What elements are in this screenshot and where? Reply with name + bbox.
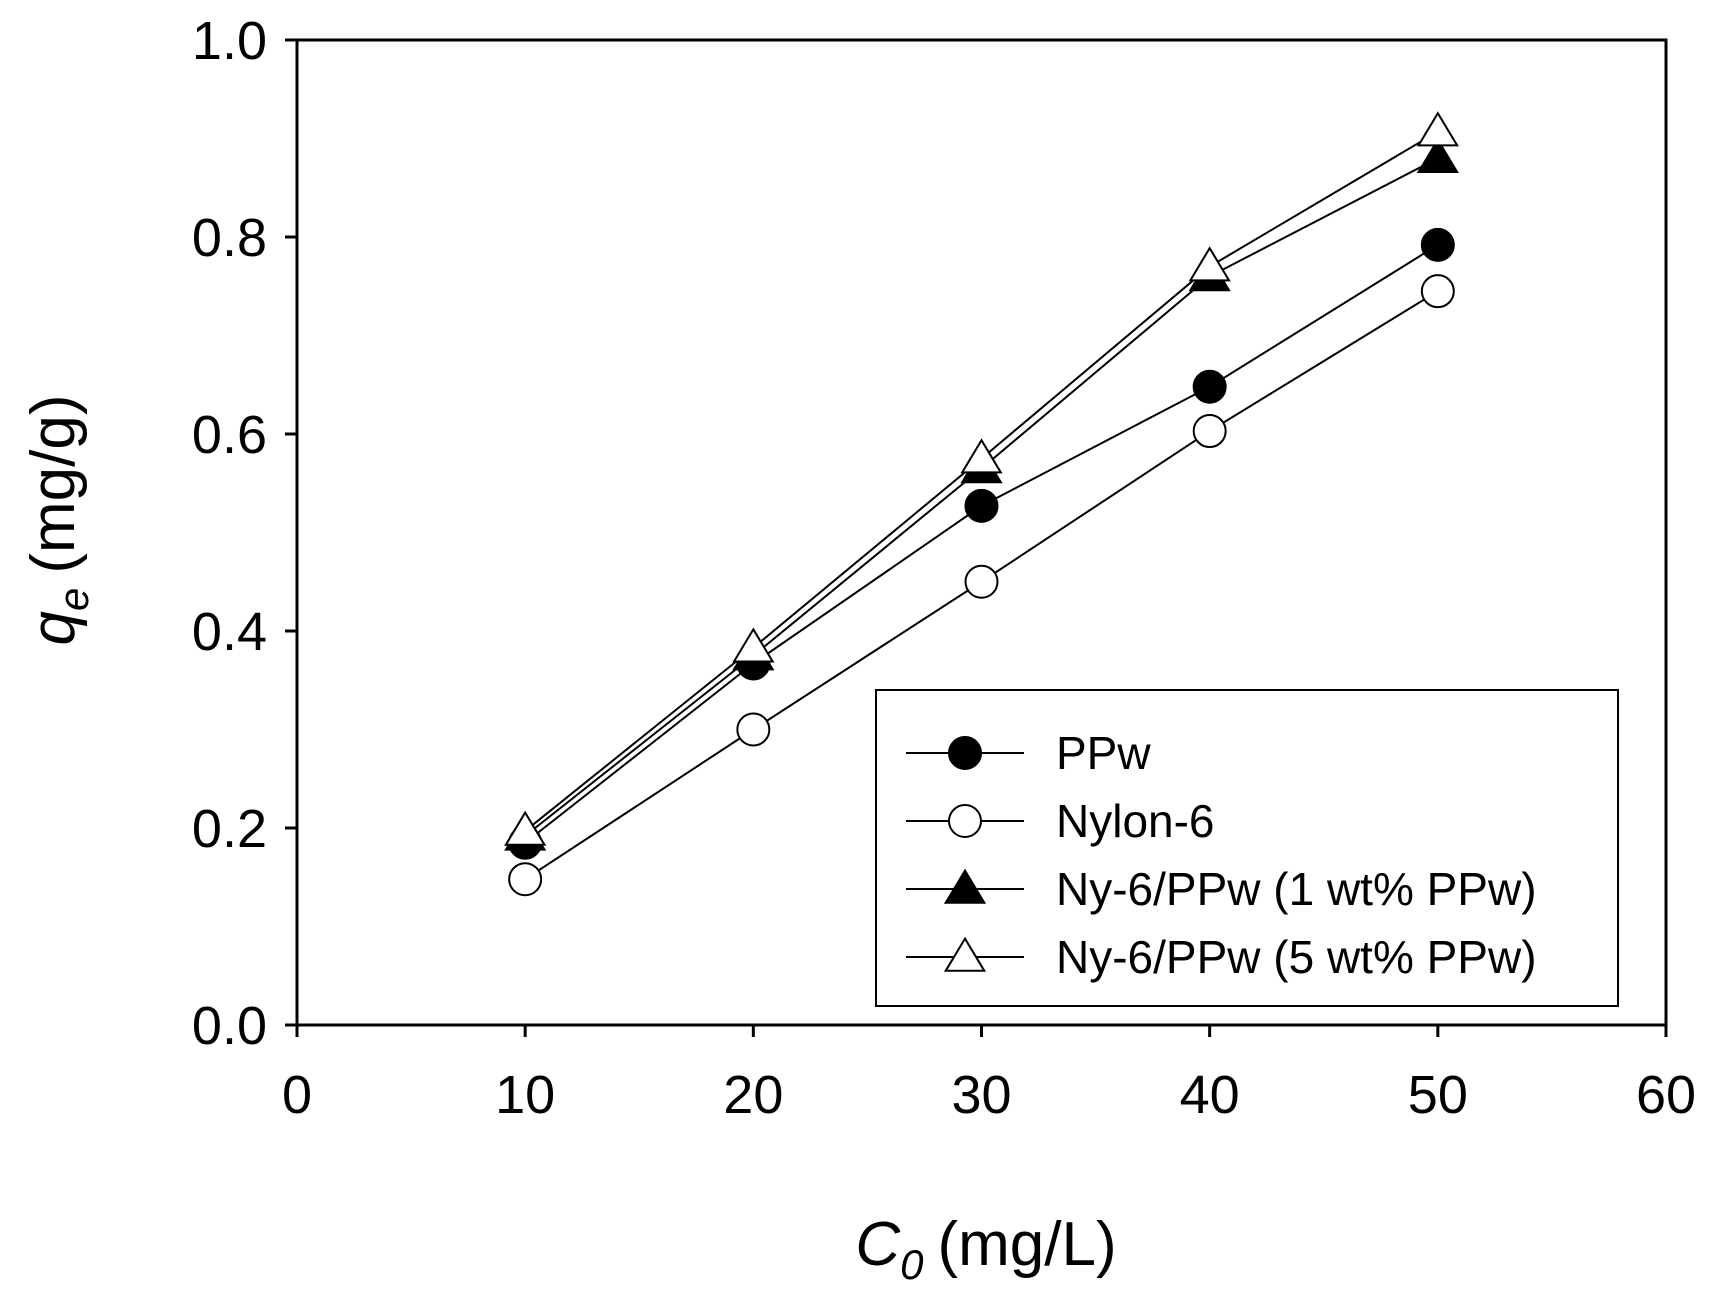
series-1: [508, 274, 1455, 897]
legend-marker: [943, 868, 987, 904]
data-point: [964, 488, 999, 523]
legend-label: Nylon-6: [1056, 795, 1215, 847]
legend-item: Nylon-6: [906, 795, 1215, 847]
legend-label: PPw: [1056, 727, 1151, 779]
y-tick-label: 0.8: [192, 208, 267, 268]
y-tick-label: 0.0: [192, 996, 267, 1056]
legend-marker: [948, 736, 982, 770]
x-tick-label: 20: [723, 1065, 783, 1125]
data-point: [508, 862, 543, 897]
x-axis-title-main: C: [855, 1210, 901, 1279]
y-tick-label: 1.0: [192, 11, 267, 71]
data-point: [960, 438, 1003, 474]
data-point: [1416, 111, 1459, 147]
legend-item: PPw: [906, 727, 1151, 779]
legend-marker: [943, 936, 987, 972]
y-axis-title-unit: (mg/g): [19, 395, 88, 574]
y-axis-title: qe (mg/g): [19, 395, 97, 646]
y-axis-title-sub: e: [50, 588, 97, 611]
legend-label: Ny-6/PPw (5 wt% PPw): [1056, 931, 1537, 983]
data-point: [1192, 414, 1227, 449]
data-point: [1420, 227, 1455, 262]
data-point: [732, 627, 775, 663]
axes: qe(mg/g) C0 (mg/L) 0 10 20 30 40 50 600.00.20.4…: [19, 11, 1696, 1288]
legend: PPw Nylon-6 Ny-6/PPw (1 wt% PPw) Ny-6/PPw (…: [875, 689, 1619, 1007]
data-point: [1420, 274, 1455, 309]
x-tick-label: 10: [495, 1065, 555, 1125]
data-point: [1188, 246, 1231, 282]
data-point: [964, 564, 999, 599]
data-point: [1192, 369, 1227, 404]
x-tick-label: 50: [1408, 1065, 1468, 1125]
y-axis-title-main: q: [19, 610, 88, 645]
y-tick-label: 0.6: [192, 405, 267, 465]
legend-marker: [948, 804, 982, 838]
data-point: [1416, 137, 1459, 173]
data-point: [504, 810, 547, 846]
legend-box: [875, 689, 1619, 1007]
series-3: [504, 111, 1459, 846]
data-point: [736, 712, 771, 747]
y-tick-label: 0.2: [192, 799, 267, 859]
x-tick-label: 0: [282, 1065, 312, 1125]
x-tick-label: 60: [1636, 1065, 1696, 1125]
legend-item: Ny-6/PPw (5 wt% PPw): [906, 931, 1537, 983]
x-tick-label: 30: [951, 1065, 1011, 1125]
x-axis-title-unit: (mg/L): [938, 1210, 1117, 1279]
y-tick-label: 0.4: [192, 602, 267, 662]
series: [504, 111, 1459, 897]
svg-text:qe(mg/g): qe (mg/g): [19, 395, 97, 646]
svg-text:C0(mg/L): C0 (mg/L): [855, 1210, 1116, 1288]
x-axis-title-sub: 0: [900, 1241, 924, 1288]
x-tick-label: 40: [1180, 1065, 1240, 1125]
x-axis-title: C0 (mg/L): [855, 1210, 1116, 1288]
legend-label: Ny-6/PPw (1 wt% PPw): [1056, 863, 1537, 915]
legend-item: Ny-6/PPw (1 wt% PPw): [906, 863, 1537, 915]
